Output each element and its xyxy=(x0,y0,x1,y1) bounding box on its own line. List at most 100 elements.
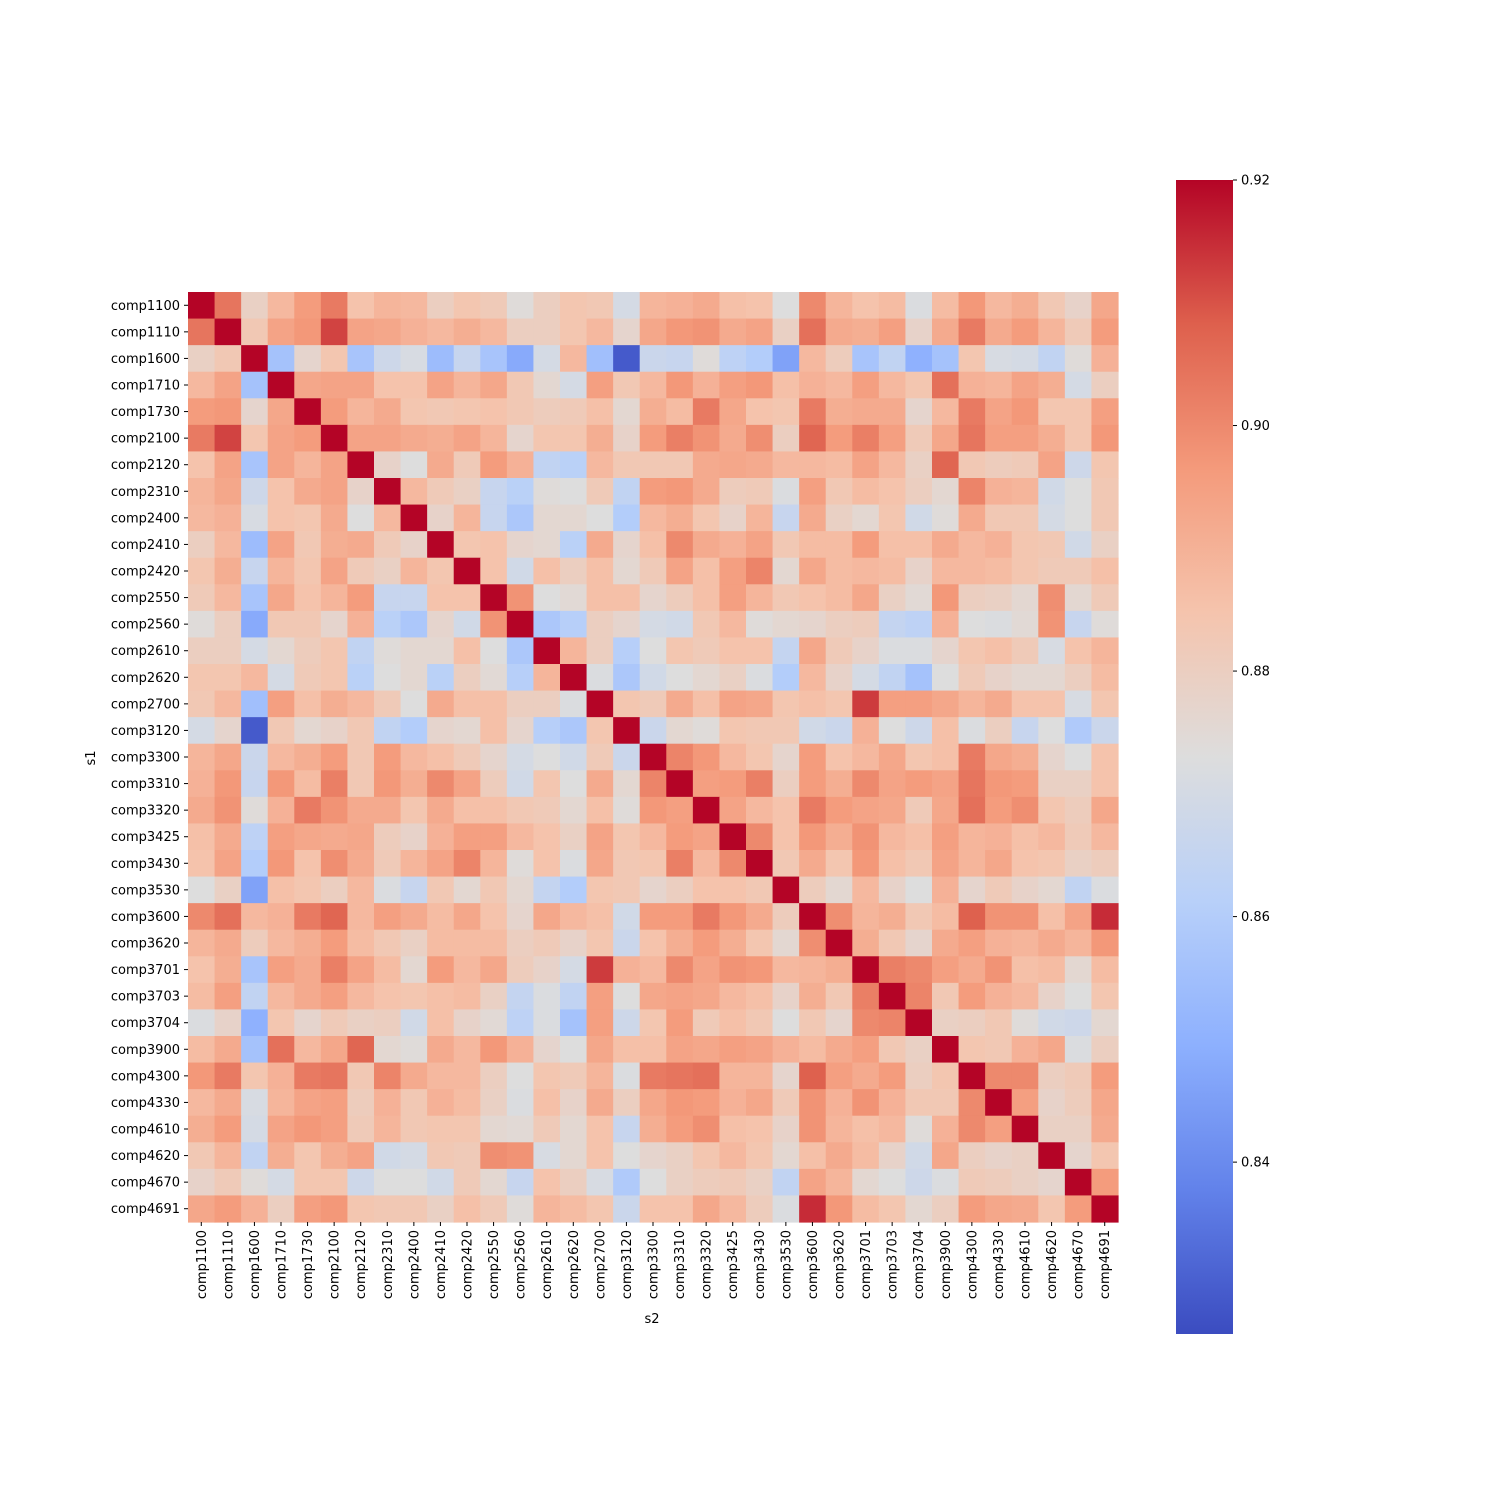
heatmap-cell xyxy=(241,876,269,904)
heatmap-cell xyxy=(746,637,774,665)
heatmap-cell xyxy=(613,1036,641,1064)
heatmap-cell xyxy=(560,1195,588,1223)
heatmap-cell xyxy=(1011,1115,1039,1143)
heatmap-cell xyxy=(347,690,375,718)
heatmap-cell xyxy=(692,1168,721,1197)
heatmap-cell xyxy=(1011,504,1039,532)
heatmap-cell xyxy=(267,796,295,825)
heatmap-cell xyxy=(320,1115,349,1143)
heatmap-cell xyxy=(453,371,481,399)
heatmap-cell xyxy=(666,664,694,692)
heatmap-cell xyxy=(932,690,960,718)
heatmap-cell xyxy=(453,478,481,506)
heatmap-cell xyxy=(825,451,853,479)
heatmap-cell xyxy=(666,770,694,798)
heatmap-cell xyxy=(746,876,774,904)
heatmap-cell xyxy=(400,876,428,904)
x-tick-label: comp4610 xyxy=(1019,1230,1034,1299)
heatmap-cell xyxy=(639,1009,667,1037)
heatmap-cell xyxy=(586,371,614,399)
heatmap-cell xyxy=(719,345,747,373)
heatmap-cell xyxy=(852,1168,880,1197)
heatmap-cell xyxy=(932,1142,960,1170)
colorbar-ticks: 0.84 0.86 0.88 0.90 0.92 xyxy=(1233,174,1270,1171)
heatmap-cell xyxy=(1064,796,1093,825)
heatmap-cell xyxy=(374,531,402,559)
heatmap-cell xyxy=(985,557,1013,585)
heatmap-cell xyxy=(1064,956,1093,984)
x-axis-label: s2 xyxy=(644,1312,659,1327)
heatmap-cell xyxy=(666,451,694,479)
heatmap-cell xyxy=(427,637,455,665)
heatmap-cell xyxy=(958,1009,986,1037)
heatmap-cell xyxy=(772,610,800,639)
heatmap-cell xyxy=(374,610,402,639)
heatmap-cell xyxy=(799,956,827,984)
heatmap-cell xyxy=(533,531,561,559)
heatmap-cell xyxy=(932,823,960,851)
heatmap-cell xyxy=(374,345,402,373)
heatmap-cell xyxy=(586,1195,614,1223)
heatmap-cell xyxy=(320,557,349,585)
heatmap-cell xyxy=(294,1142,322,1170)
heatmap-cell xyxy=(613,292,641,320)
heatmap-cell xyxy=(932,664,960,692)
heatmap-cell xyxy=(347,1009,375,1037)
heatmap-cell xyxy=(267,292,295,320)
heatmap-cell xyxy=(692,1036,721,1064)
heatmap-cell xyxy=(719,850,747,878)
heatmap-cell xyxy=(692,664,721,692)
heatmap-cell xyxy=(932,717,960,745)
heatmap-cell xyxy=(1091,1036,1119,1064)
heatmap-cell xyxy=(241,956,269,984)
heatmap-cell xyxy=(905,451,933,479)
heatmap-cell xyxy=(932,292,960,320)
heatmap-cell xyxy=(905,1036,933,1064)
heatmap-cell xyxy=(905,1009,933,1037)
heatmap-cell xyxy=(825,770,853,798)
heatmap-cell xyxy=(506,504,535,532)
heatmap-cell xyxy=(719,637,747,665)
heatmap-cell xyxy=(267,1142,295,1170)
heatmap-cell xyxy=(267,690,295,718)
heatmap-cell xyxy=(453,743,481,771)
heatmap-cell xyxy=(905,903,933,931)
heatmap-cell xyxy=(1038,637,1066,665)
heatmap-cell xyxy=(958,318,986,346)
heatmap-cell xyxy=(1011,398,1039,426)
heatmap-cell xyxy=(188,796,216,825)
heatmap-cell xyxy=(241,1036,269,1064)
heatmap-cell xyxy=(799,876,827,904)
heatmap-cell xyxy=(692,1115,721,1143)
x-tick-label: comp3320 xyxy=(700,1230,715,1299)
heatmap-cell xyxy=(639,610,667,639)
heatmap-cell xyxy=(241,929,269,957)
heatmap-cell xyxy=(374,982,402,1011)
heatmap-cell xyxy=(427,531,455,559)
heatmap-cell xyxy=(241,770,269,798)
heatmap-cell xyxy=(1091,770,1119,798)
heatmap-cell xyxy=(560,876,588,904)
heatmap-cell xyxy=(825,796,853,825)
heatmap-cell xyxy=(453,956,481,984)
heatmap-cell xyxy=(613,1089,641,1117)
heatmap-cell xyxy=(267,531,295,559)
heatmap-cell xyxy=(453,318,481,346)
heatmap-cell xyxy=(533,398,561,426)
heatmap-cell xyxy=(294,424,322,453)
y-tick-label: comp4610 xyxy=(111,1123,180,1138)
heatmap-cell xyxy=(480,1009,508,1037)
heatmap-cell xyxy=(1064,770,1093,798)
heatmap-cell xyxy=(1064,424,1093,453)
heatmap-cell xyxy=(692,876,721,904)
heatmap-cell xyxy=(958,371,986,399)
heatmap-cell xyxy=(188,557,216,585)
heatmap-cell xyxy=(374,504,402,532)
heatmap-cell xyxy=(1011,876,1039,904)
heatmap-cell xyxy=(400,318,428,346)
heatmap-cell xyxy=(480,1195,508,1223)
heatmap-cell xyxy=(586,1036,614,1064)
heatmap-cell xyxy=(374,1062,402,1090)
heatmap-cell xyxy=(878,796,907,825)
heatmap-cell xyxy=(1011,1142,1039,1170)
